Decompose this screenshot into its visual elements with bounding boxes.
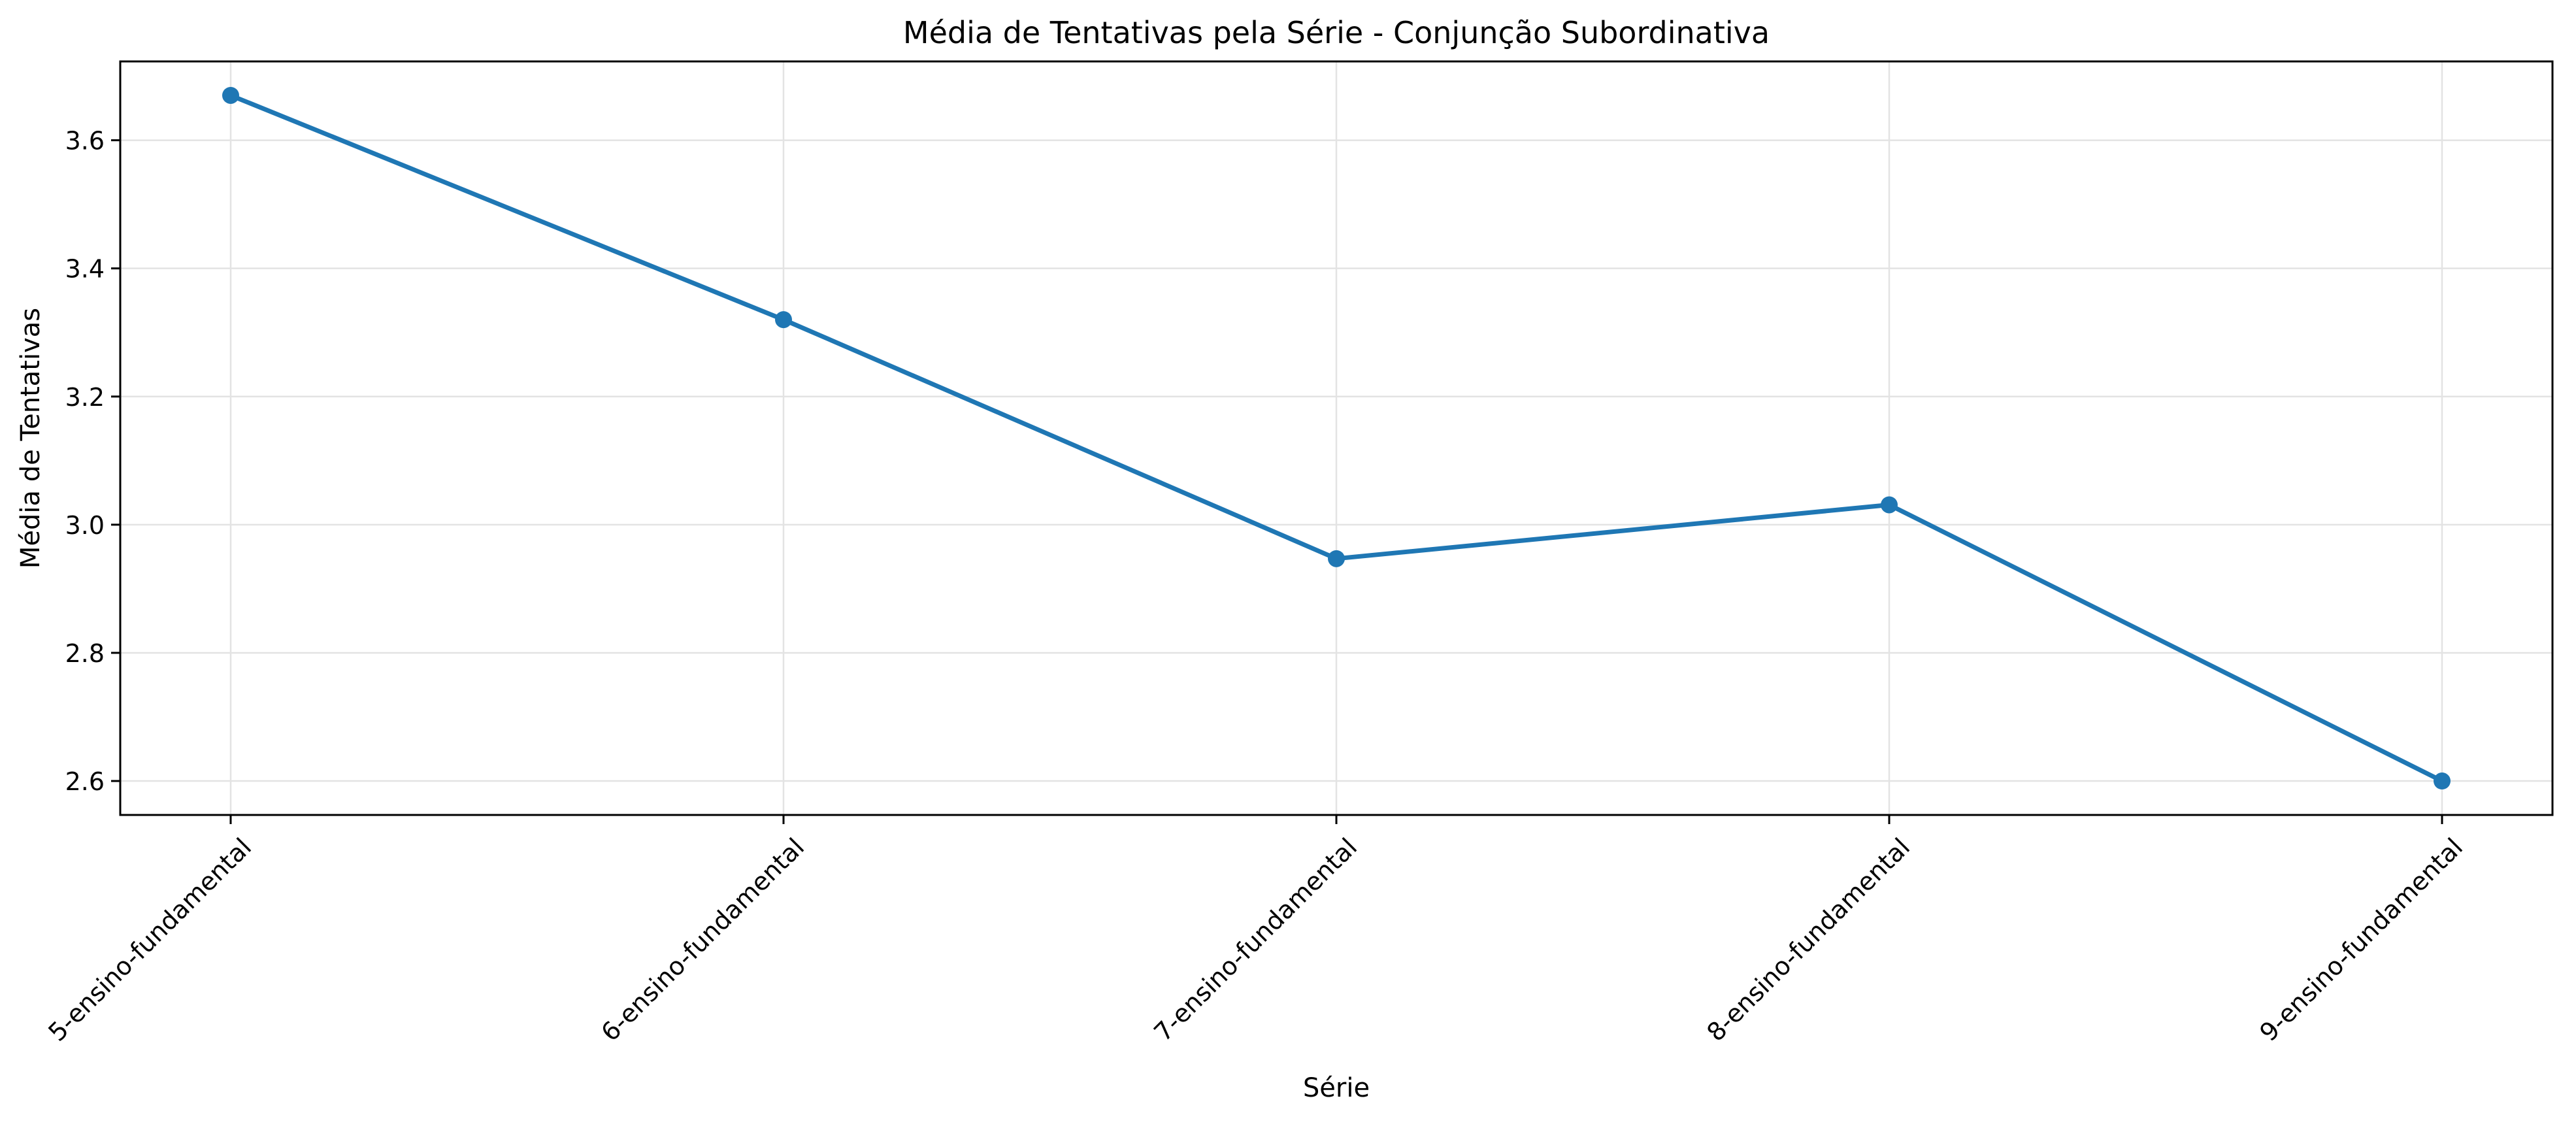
data-point [1328, 550, 1345, 567]
series-layer [222, 86, 2451, 790]
y-tick-label: 2.8 [65, 639, 105, 668]
y-axis-label: Média de Tentativas [16, 308, 46, 569]
x-axis-label: Série [1303, 1073, 1370, 1103]
data-point [1881, 496, 1898, 514]
plot-frame [119, 60, 2554, 816]
y-tick-label: 3.0 [65, 511, 105, 540]
grid [120, 61, 2552, 815]
x-tick-label: 9-ensino-fundamental [2254, 833, 2468, 1047]
y-tick-label: 3.6 [65, 127, 105, 156]
y-tick-label: 3.2 [65, 383, 105, 412]
x-tick-label: 8-ensino-fundamental [1701, 833, 1915, 1047]
chart-title: Média de Tentativas pela Série - Conjunç… [903, 15, 1770, 50]
x-tick-label: 5-ensino-fundamental [42, 833, 257, 1047]
data-point [775, 311, 792, 329]
x-tick-label: 6-ensino-fundamental [595, 833, 810, 1047]
x-tick-label: 7-ensino-fundamental [1148, 833, 1362, 1047]
data-point [2434, 772, 2451, 790]
y-axis-ticks: 2.6 2.8 3.0 3.2 3.4 3.6 [65, 127, 120, 796]
y-tick-label: 3.4 [65, 255, 105, 284]
data-point [222, 86, 239, 104]
y-tick-label: 2.6 [65, 767, 105, 796]
x-axis-ticks: 5-ensino-fundamental 6-ensino-fundamental… [42, 815, 2468, 1047]
